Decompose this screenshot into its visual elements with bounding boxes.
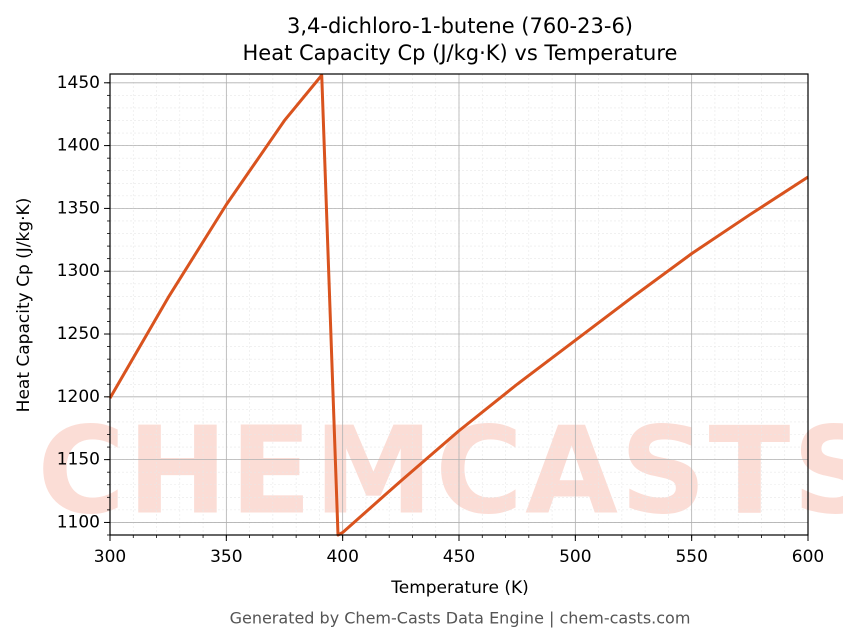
x-tick-label: 300 (94, 547, 126, 567)
y-tick-label: 1250 (57, 324, 100, 344)
x-tick-label: 500 (559, 547, 591, 567)
y-axis-label: Heat Capacity Cp (J/kg·K) (14, 198, 34, 413)
y-tick-label: 1450 (57, 73, 100, 93)
x-tick-label: 450 (443, 547, 475, 567)
y-tick-label: 1100 (57, 512, 100, 532)
footer: Generated by Chem-Casts Data Engine | ch… (230, 609, 691, 628)
y-tick-label: 1200 (57, 387, 100, 407)
chart-title: 3,4-dichloro-1-butene (760-23-6) (287, 14, 633, 38)
x-tick-label: 600 (792, 547, 824, 567)
data-line (108, 73, 809, 537)
x-axis-label: Temperature (K) (390, 578, 529, 598)
x-tick-label: 350 (210, 547, 242, 567)
y-tick-label: 1350 (57, 198, 100, 218)
y-tick-label: 1300 (57, 261, 100, 281)
x-tick-label: 400 (326, 547, 358, 567)
y-tick-label: 1400 (57, 136, 100, 156)
y-tick-label: 1150 (57, 450, 100, 470)
x-tick-label: 550 (675, 547, 707, 567)
chart-subtitle: Heat Capacity Cp (J/kg·K) vs Temperature (243, 41, 678, 65)
plot-frame (109, 73, 809, 536)
